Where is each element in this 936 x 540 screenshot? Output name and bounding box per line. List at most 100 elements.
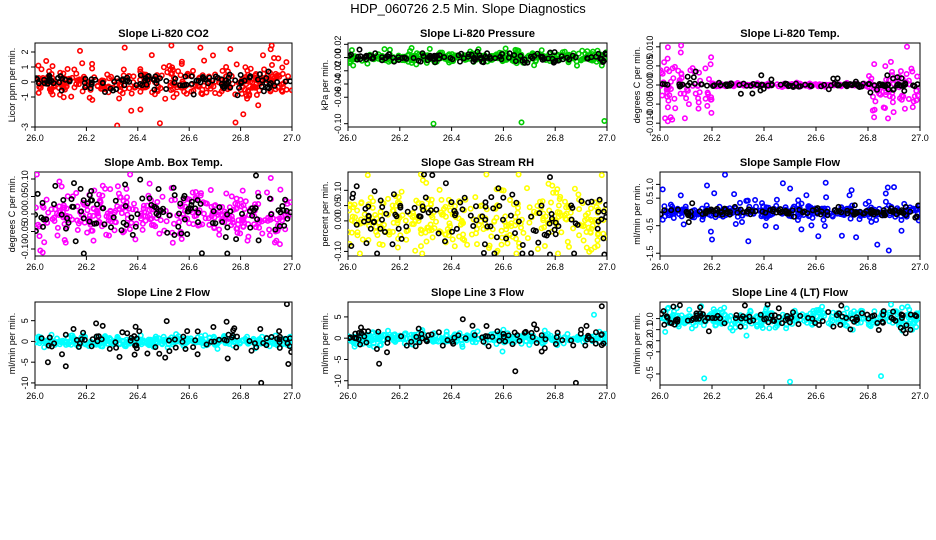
data-point	[493, 214, 500, 221]
data-point	[888, 302, 894, 308]
data-point	[179, 338, 186, 345]
data-point	[288, 87, 292, 94]
data-point	[379, 241, 386, 248]
data-point	[419, 250, 426, 256]
chart-panel-p4: Slope Amb. Box Temp. 26.0 26.2 26.4 26.6 26.8…	[7, 157, 301, 272]
data-point	[198, 190, 205, 197]
data-point	[480, 338, 487, 345]
data-point	[760, 203, 767, 210]
data-point	[873, 217, 880, 224]
data-point	[678, 71, 685, 78]
data-point	[148, 52, 155, 59]
y-tick-label: 0.5	[645, 192, 655, 205]
data-point	[376, 241, 383, 248]
data-point	[224, 355, 231, 362]
data-point	[559, 337, 566, 344]
data-point	[848, 208, 855, 215]
data-point	[447, 54, 454, 61]
x-tick-label: 26.0	[651, 133, 669, 143]
data-point	[202, 76, 209, 83]
data-point	[111, 78, 118, 85]
y-axis-label: ml/min per min.	[632, 313, 642, 375]
data-point	[890, 86, 897, 93]
data-point	[252, 84, 259, 91]
data-point	[263, 335, 270, 342]
data-point	[766, 325, 773, 332]
data-point	[441, 54, 448, 61]
data-point	[738, 315, 745, 322]
data-point	[869, 107, 876, 114]
data-point	[734, 209, 741, 216]
data-point	[797, 312, 804, 319]
data-point	[87, 197, 94, 204]
data-point	[455, 215, 462, 222]
data-point	[377, 341, 384, 348]
chart-title: Slope Li-820 CO2	[118, 28, 208, 40]
y-tick-label: 5	[20, 318, 30, 323]
data-point	[353, 221, 360, 228]
data-point	[192, 205, 199, 212]
data-point	[570, 225, 577, 232]
data-point	[825, 308, 832, 315]
data-point	[580, 237, 587, 244]
data-point	[223, 318, 230, 325]
data-point	[459, 316, 466, 323]
y-tick-label: -10	[333, 374, 343, 387]
data-point	[869, 93, 876, 100]
data-point	[771, 312, 778, 319]
data-point	[268, 43, 275, 49]
data-point	[268, 333, 275, 340]
data-point	[546, 220, 553, 227]
data-point	[106, 345, 113, 352]
data-point	[68, 337, 75, 344]
data-point	[256, 335, 263, 342]
data-point	[578, 57, 585, 64]
data-point	[526, 204, 533, 211]
data-point	[526, 219, 533, 226]
data-point	[137, 106, 144, 113]
data-point	[467, 205, 474, 212]
data-point	[111, 227, 118, 234]
y-tick-label: 0.05	[20, 188, 30, 206]
data-point	[218, 211, 225, 218]
data-point	[424, 57, 431, 64]
data-point	[835, 203, 842, 210]
data-point	[890, 109, 897, 116]
series-reference	[348, 46, 607, 66]
data-point	[731, 191, 738, 198]
data-point	[421, 172, 427, 178]
data-point	[48, 77, 55, 84]
data-point	[175, 68, 182, 75]
data-point	[254, 216, 261, 223]
data-point	[473, 241, 480, 248]
data-point	[417, 172, 424, 178]
data-point	[897, 68, 904, 75]
data-point	[596, 196, 603, 203]
data-point	[571, 250, 578, 256]
data-point	[547, 199, 554, 206]
data-point	[898, 75, 905, 82]
data-point	[846, 192, 853, 199]
y-tick-label: 0.00	[20, 205, 30, 223]
data-point	[576, 206, 583, 213]
data-point	[84, 229, 91, 236]
data-point	[664, 118, 671, 125]
data-point	[810, 310, 817, 317]
data-point	[802, 81, 809, 88]
data-point	[665, 210, 672, 217]
data-point	[144, 341, 151, 348]
data-point	[357, 56, 364, 63]
data-point	[430, 337, 437, 344]
data-point	[94, 338, 101, 345]
data-point	[356, 46, 363, 53]
data-point	[498, 227, 505, 234]
data-point	[190, 344, 197, 351]
data-point	[538, 348, 545, 355]
data-point	[677, 49, 684, 56]
data-point	[238, 80, 245, 87]
data-point	[276, 344, 283, 351]
data-point	[377, 225, 384, 232]
data-point	[743, 208, 750, 215]
data-point	[349, 194, 356, 201]
